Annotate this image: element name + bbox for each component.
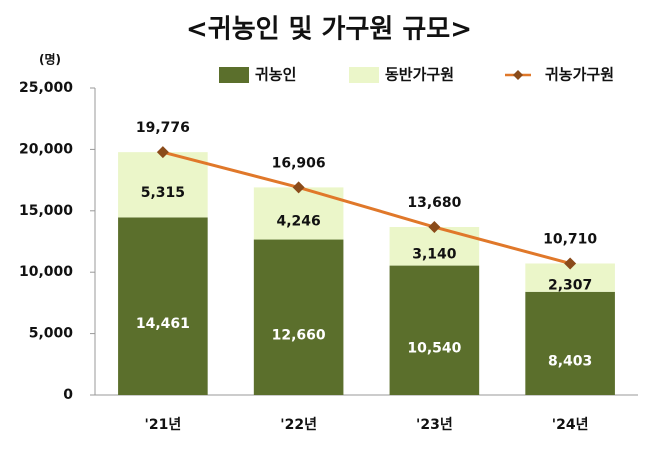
value-label: 2,307 xyxy=(548,278,592,294)
bar-segment xyxy=(525,291,615,395)
legend-marker xyxy=(513,70,523,80)
y-tick-label: 0 xyxy=(63,387,73,403)
x-tick-label: '21년 xyxy=(145,417,182,433)
bar-segment xyxy=(253,239,344,395)
value-label: 4,246 xyxy=(276,213,320,229)
line-marker xyxy=(564,257,577,270)
y-tick-label: 25,000 xyxy=(19,80,73,96)
y-tick-label: 20,000 xyxy=(19,141,73,157)
legend-label: 동반가구원 xyxy=(385,66,454,84)
line-marker xyxy=(428,221,441,234)
x-tick-label: '24년 xyxy=(552,417,589,433)
x-tick-label: '22년 xyxy=(280,417,317,433)
bar-segment xyxy=(389,265,480,395)
value-label: 5,315 xyxy=(141,185,185,201)
chart-title: <귀농인 및 가구원 규모> xyxy=(186,15,472,45)
value-label: 14,461 xyxy=(136,316,190,332)
line xyxy=(162,150,571,265)
value-label: 3,140 xyxy=(412,246,457,262)
y-tick-label: 10,000 xyxy=(19,264,73,280)
y-unit: (명) xyxy=(39,53,61,67)
legend-label: 귀농인 xyxy=(255,66,296,84)
y-tick-label: 15,000 xyxy=(19,203,73,219)
value-label: 8,403 xyxy=(548,353,592,369)
line-marker xyxy=(156,146,169,159)
bar-segment xyxy=(118,217,208,395)
value-label: 10,710 xyxy=(543,231,597,247)
legend-swatch xyxy=(219,67,249,83)
x-tick-label: '23년 xyxy=(416,417,453,433)
legend-swatch xyxy=(349,67,379,83)
bar-segment xyxy=(389,227,480,266)
value-label: 16,906 xyxy=(272,155,326,171)
y-tick-label: 5,000 xyxy=(29,326,74,342)
value-label: 13,680 xyxy=(407,195,461,211)
line-marker xyxy=(292,181,305,194)
value-label: 19,776 xyxy=(136,120,190,136)
bar-segment xyxy=(118,152,208,218)
value-label: 12,660 xyxy=(272,327,326,343)
legend-label: 귀농가구원 xyxy=(545,66,614,84)
value-label: 10,540 xyxy=(407,340,461,356)
